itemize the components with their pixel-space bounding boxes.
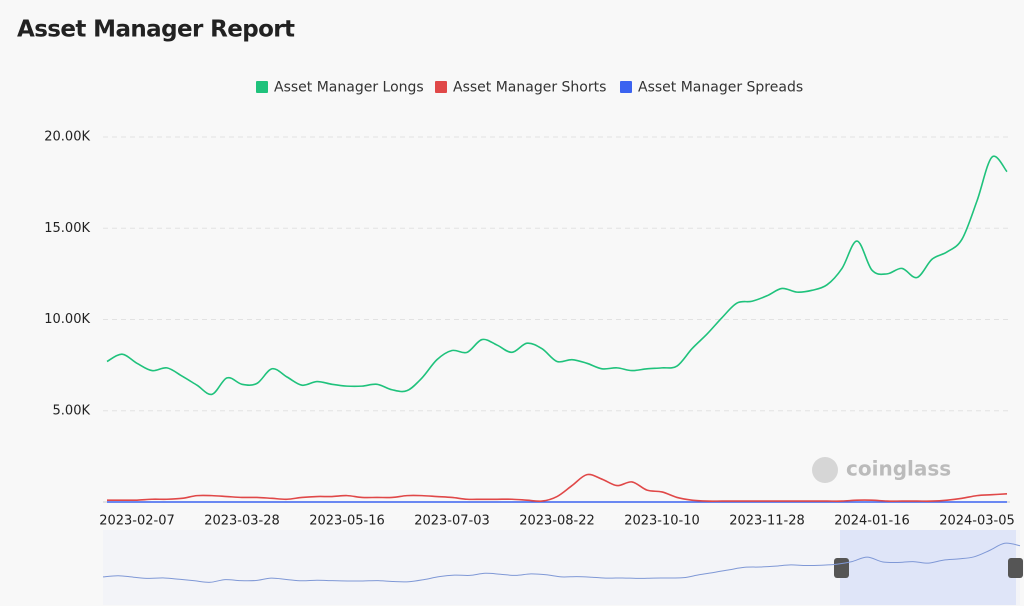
x-tick-label: 2023-05-16 <box>309 514 385 529</box>
legend: Asset Manager Longs Asset Manager Shorts A… <box>256 80 803 96</box>
watermark: coinglass <box>812 457 951 483</box>
y-tick-label: 15.00K <box>44 221 90 236</box>
chart-title: Asset Manager Report <box>17 17 295 43</box>
x-tick-label: 2023-03-28 <box>204 514 280 529</box>
legend-label: Asset Manager Longs <box>274 80 424 96</box>
legend-swatch <box>435 81 447 93</box>
x-tick-label: 2023-08-22 <box>519 514 595 529</box>
series-line <box>106 155 1008 396</box>
overview-line <box>102 542 1021 583</box>
y-tick-label: 20.00K <box>44 130 90 145</box>
x-tick-label: 2024-03-05 <box>939 514 1015 529</box>
watermark-text: coinglass <box>846 457 951 481</box>
x-tick-label: 2024-01-16 <box>834 514 910 529</box>
x-tick-label: 2023-11-28 <box>729 514 805 529</box>
zoom-handle-right[interactable] <box>1008 558 1023 578</box>
legend-swatch <box>620 81 632 93</box>
legend-label: Asset Manager Spreads <box>638 80 803 96</box>
x-tick-label: 2023-07-03 <box>414 514 490 529</box>
watermark-icon <box>812 457 838 483</box>
x-tick-label: 2023-02-07 <box>99 514 175 529</box>
x-tick-label: 2023-10-10 <box>624 514 700 529</box>
legend-swatch <box>256 81 268 93</box>
y-tick-label: 5.00K <box>53 403 91 418</box>
zoom-handle-left[interactable] <box>834 558 849 578</box>
zoom-window[interactable] <box>840 530 1016 605</box>
series-line <box>107 473 1008 503</box>
legend-label: Asset Manager Shorts <box>453 80 606 96</box>
y-tick-label: 10.00K <box>44 312 90 327</box>
